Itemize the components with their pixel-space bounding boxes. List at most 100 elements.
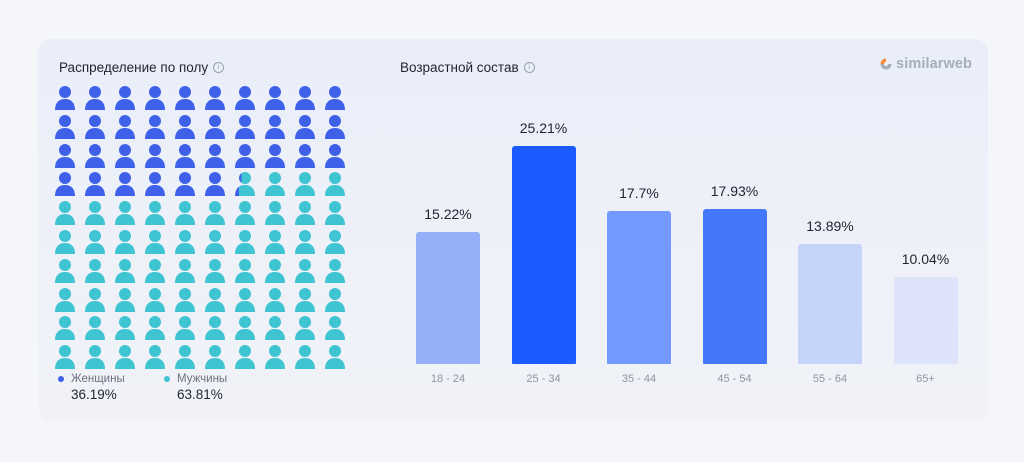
legend-women[interactable]: Женщины 36.19% [58, 373, 125, 402]
men-legend-dot [164, 376, 170, 382]
gender-distribution-title: Распределение по полу i [59, 60, 225, 75]
person-icon [115, 287, 135, 312]
person-icon [235, 230, 255, 254]
women-label: Женщины [71, 373, 125, 385]
person-icon [205, 258, 225, 283]
info-icon[interactable]: i [213, 62, 225, 73]
person-icon [85, 201, 105, 226]
person-icon [295, 258, 315, 283]
bar-category-label-5: 65+ [916, 373, 935, 385]
person-icon [55, 143, 75, 168]
person-icon [235, 172, 255, 197]
person-icon [295, 287, 315, 312]
men-label: Мужчины [177, 373, 228, 385]
person-icon [265, 114, 285, 139]
person-icon [295, 345, 315, 370]
person-icon [235, 143, 255, 168]
person-icon [145, 316, 165, 341]
bar-value-label-4: 13.89% [806, 217, 854, 234]
person-icon [175, 143, 195, 168]
person-icon [235, 201, 255, 226]
person-icon [295, 86, 315, 110]
person-icon [145, 172, 165, 197]
bar-value-label-3: 17.93% [710, 182, 759, 199]
person-icon [205, 230, 225, 254]
bar-category-label-2: 35 - 44 [621, 373, 657, 385]
person-icon [325, 86, 345, 110]
person-icon [175, 201, 195, 226]
person-icon [265, 287, 285, 312]
person-icon [85, 316, 105, 341]
person-icon [145, 86, 165, 110]
info-icon[interactable]: i [523, 62, 535, 73]
person-icon [235, 316, 255, 341]
person-icon [265, 316, 285, 341]
bar-5[interactable] [893, 277, 958, 364]
person-icon [55, 258, 75, 283]
bar-3[interactable] [702, 208, 767, 364]
person-icon [205, 172, 225, 197]
gender-title-text: Распределение по полу [59, 60, 209, 75]
person-icon [205, 287, 225, 312]
person-icon [325, 172, 345, 197]
person-icon [115, 316, 135, 341]
person-icon [295, 114, 315, 139]
person-icon [235, 114, 255, 139]
person-icon [175, 287, 195, 312]
person-icon [145, 345, 165, 370]
bar-value-label-1: 25.21% [519, 120, 568, 136]
brand-name: similarweb [896, 56, 972, 72]
person-icon [85, 230, 105, 254]
bar-2[interactable] [607, 210, 671, 364]
bar-value-label-2: 17.7% [619, 184, 659, 201]
bar-1[interactable] [511, 146, 576, 364]
person-icon [295, 172, 315, 197]
person-icon [295, 201, 315, 226]
bar-category-label-0: 18 - 24 [430, 373, 466, 385]
person-icon [115, 201, 135, 226]
person-icon [265, 345, 285, 370]
person-icon [175, 114, 195, 139]
bar-0[interactable] [416, 232, 480, 364]
person-icon [55, 316, 75, 341]
person-icon [55, 172, 75, 197]
bar-value-label-0: 15.22% [424, 206, 472, 223]
person-icon [145, 114, 165, 139]
person-icon [115, 230, 135, 254]
person-icon [295, 316, 315, 341]
bar-category-label-1: 25 - 34 [526, 373, 561, 385]
person-icon [115, 258, 135, 283]
person-icon [175, 316, 195, 341]
person-icon [145, 258, 165, 283]
person-icon [85, 345, 105, 370]
person-icon [145, 143, 165, 168]
people-grid [54, 85, 356, 370]
age-title-text: Возрастной состав [400, 60, 519, 75]
person-icon [115, 86, 135, 110]
person-icon [235, 287, 255, 312]
person-icon [85, 143, 105, 168]
person-icon [265, 143, 285, 168]
person-icon [115, 345, 135, 370]
person-icon [85, 114, 105, 139]
person-icon [265, 258, 285, 283]
bar-4[interactable] [798, 243, 862, 364]
demographics-card: Распределение по полу i Возрастной соста… [38, 39, 988, 421]
person-icon [145, 201, 165, 226]
bar-value-label-5: 10.04% [901, 251, 950, 268]
age-bar-chart: 15.22% 18 - 24 25.21% 25 - 34 17.7% 35 - 44 17… [398, 99, 968, 399]
person-icon [115, 114, 135, 139]
person-icon [325, 316, 345, 341]
similarweb-logo-icon [880, 58, 892, 70]
legend-men[interactable]: Мужчины 63.81% [164, 373, 227, 402]
person-icon [115, 172, 135, 197]
person-icon [55, 114, 75, 139]
person-icon [55, 201, 75, 226]
person-icon [85, 172, 105, 197]
person-icon [175, 345, 195, 370]
person-icon [175, 230, 195, 254]
person-icon [265, 86, 285, 110]
person-icon [325, 201, 345, 226]
person-icon [265, 230, 285, 254]
person-icon [145, 230, 165, 254]
